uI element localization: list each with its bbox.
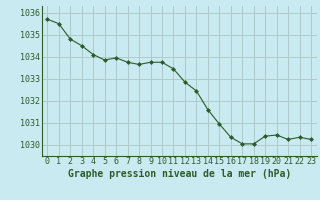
X-axis label: Graphe pression niveau de la mer (hPa): Graphe pression niveau de la mer (hPa) bbox=[68, 169, 291, 179]
